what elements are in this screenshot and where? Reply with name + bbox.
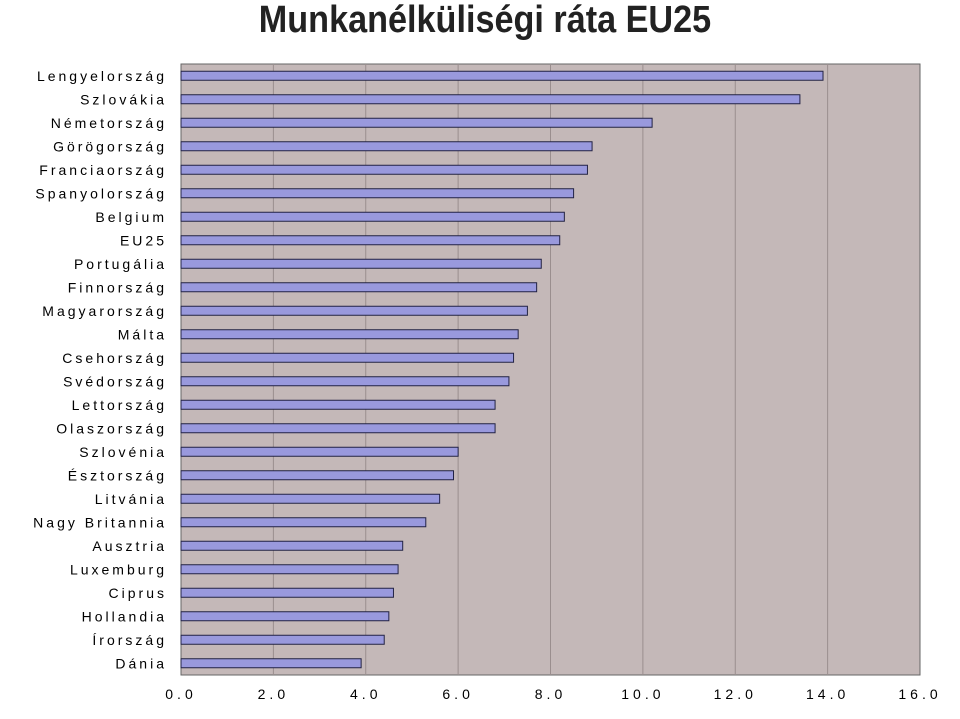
category-label: Németország <box>51 115 167 131</box>
chart-title: Munkanélküliségi ráta EU25 <box>258 0 712 41</box>
bar <box>180 211 565 222</box>
bar <box>180 352 515 363</box>
category-label: Spanyolország <box>35 185 167 201</box>
category-labels: Lengyelország Szlovákia Németország Görögor… <box>33 68 167 672</box>
bar <box>180 399 496 410</box>
bar <box>180 94 801 105</box>
x-tick-label: 14.0 <box>806 686 849 702</box>
category-label: Málta <box>118 326 167 342</box>
bar <box>180 188 575 199</box>
category-label: Görögország <box>53 138 167 154</box>
bar <box>180 587 394 598</box>
category-label: Ciprus <box>109 585 167 601</box>
category-label: Szlovénia <box>79 444 167 460</box>
bar <box>180 423 496 434</box>
bar <box>180 70 824 81</box>
category-label: Dánia <box>115 655 167 671</box>
bar <box>180 329 519 340</box>
bar <box>180 564 399 575</box>
category-label: Magyarország <box>42 303 167 319</box>
bar <box>180 493 441 504</box>
bar <box>180 117 653 128</box>
bar <box>180 376 510 387</box>
bar <box>180 258 542 269</box>
category-label: Írország <box>92 632 167 648</box>
bar <box>180 611 390 622</box>
bar <box>180 540 404 551</box>
x-tick-labels: 0.0 2.0 4.0 6.0 8.0 10.0 12.0 14.0 16.0 <box>165 686 941 702</box>
x-tick-label: 10.0 <box>621 686 664 702</box>
category-label: Észtország <box>68 467 167 483</box>
category-label: Luxemburg <box>70 561 167 577</box>
bar <box>180 235 561 246</box>
bar <box>180 282 538 293</box>
category-label: Olaszország <box>56 420 167 436</box>
category-label: Svédország <box>63 373 167 389</box>
category-label: Csehország <box>62 350 167 366</box>
bar <box>180 517 427 528</box>
x-tick-label: 0.0 <box>165 686 196 702</box>
category-label: Lengyelország <box>37 68 167 84</box>
category-label: Litvánia <box>95 491 167 507</box>
x-tick-label: 12.0 <box>714 686 757 702</box>
bar <box>180 470 455 481</box>
category-label: Nagy Britannia <box>33 514 167 530</box>
x-tick-label: 2.0 <box>258 686 289 702</box>
x-tick-label: 6.0 <box>442 686 473 702</box>
category-label: Hollandia <box>82 608 167 624</box>
category-label: Franciaország <box>39 162 167 178</box>
x-tick-label: 4.0 <box>350 686 381 702</box>
category-label: EU25 <box>120 232 167 248</box>
bar <box>180 634 385 645</box>
x-tick-label: 8.0 <box>535 686 566 702</box>
category-label: Belgium <box>95 209 167 225</box>
bar <box>180 446 459 457</box>
category-label: Lettország <box>72 397 167 413</box>
category-label: Finnország <box>68 279 167 295</box>
bar <box>180 305 528 316</box>
category-label: Portugália <box>74 256 167 272</box>
bar <box>180 658 362 669</box>
category-label: Ausztria <box>92 538 167 554</box>
category-label: Szlovákia <box>80 91 167 107</box>
bars <box>180 70 824 669</box>
bar <box>180 141 593 152</box>
bar <box>180 164 588 175</box>
x-tick-label: 16.0 <box>898 686 941 702</box>
